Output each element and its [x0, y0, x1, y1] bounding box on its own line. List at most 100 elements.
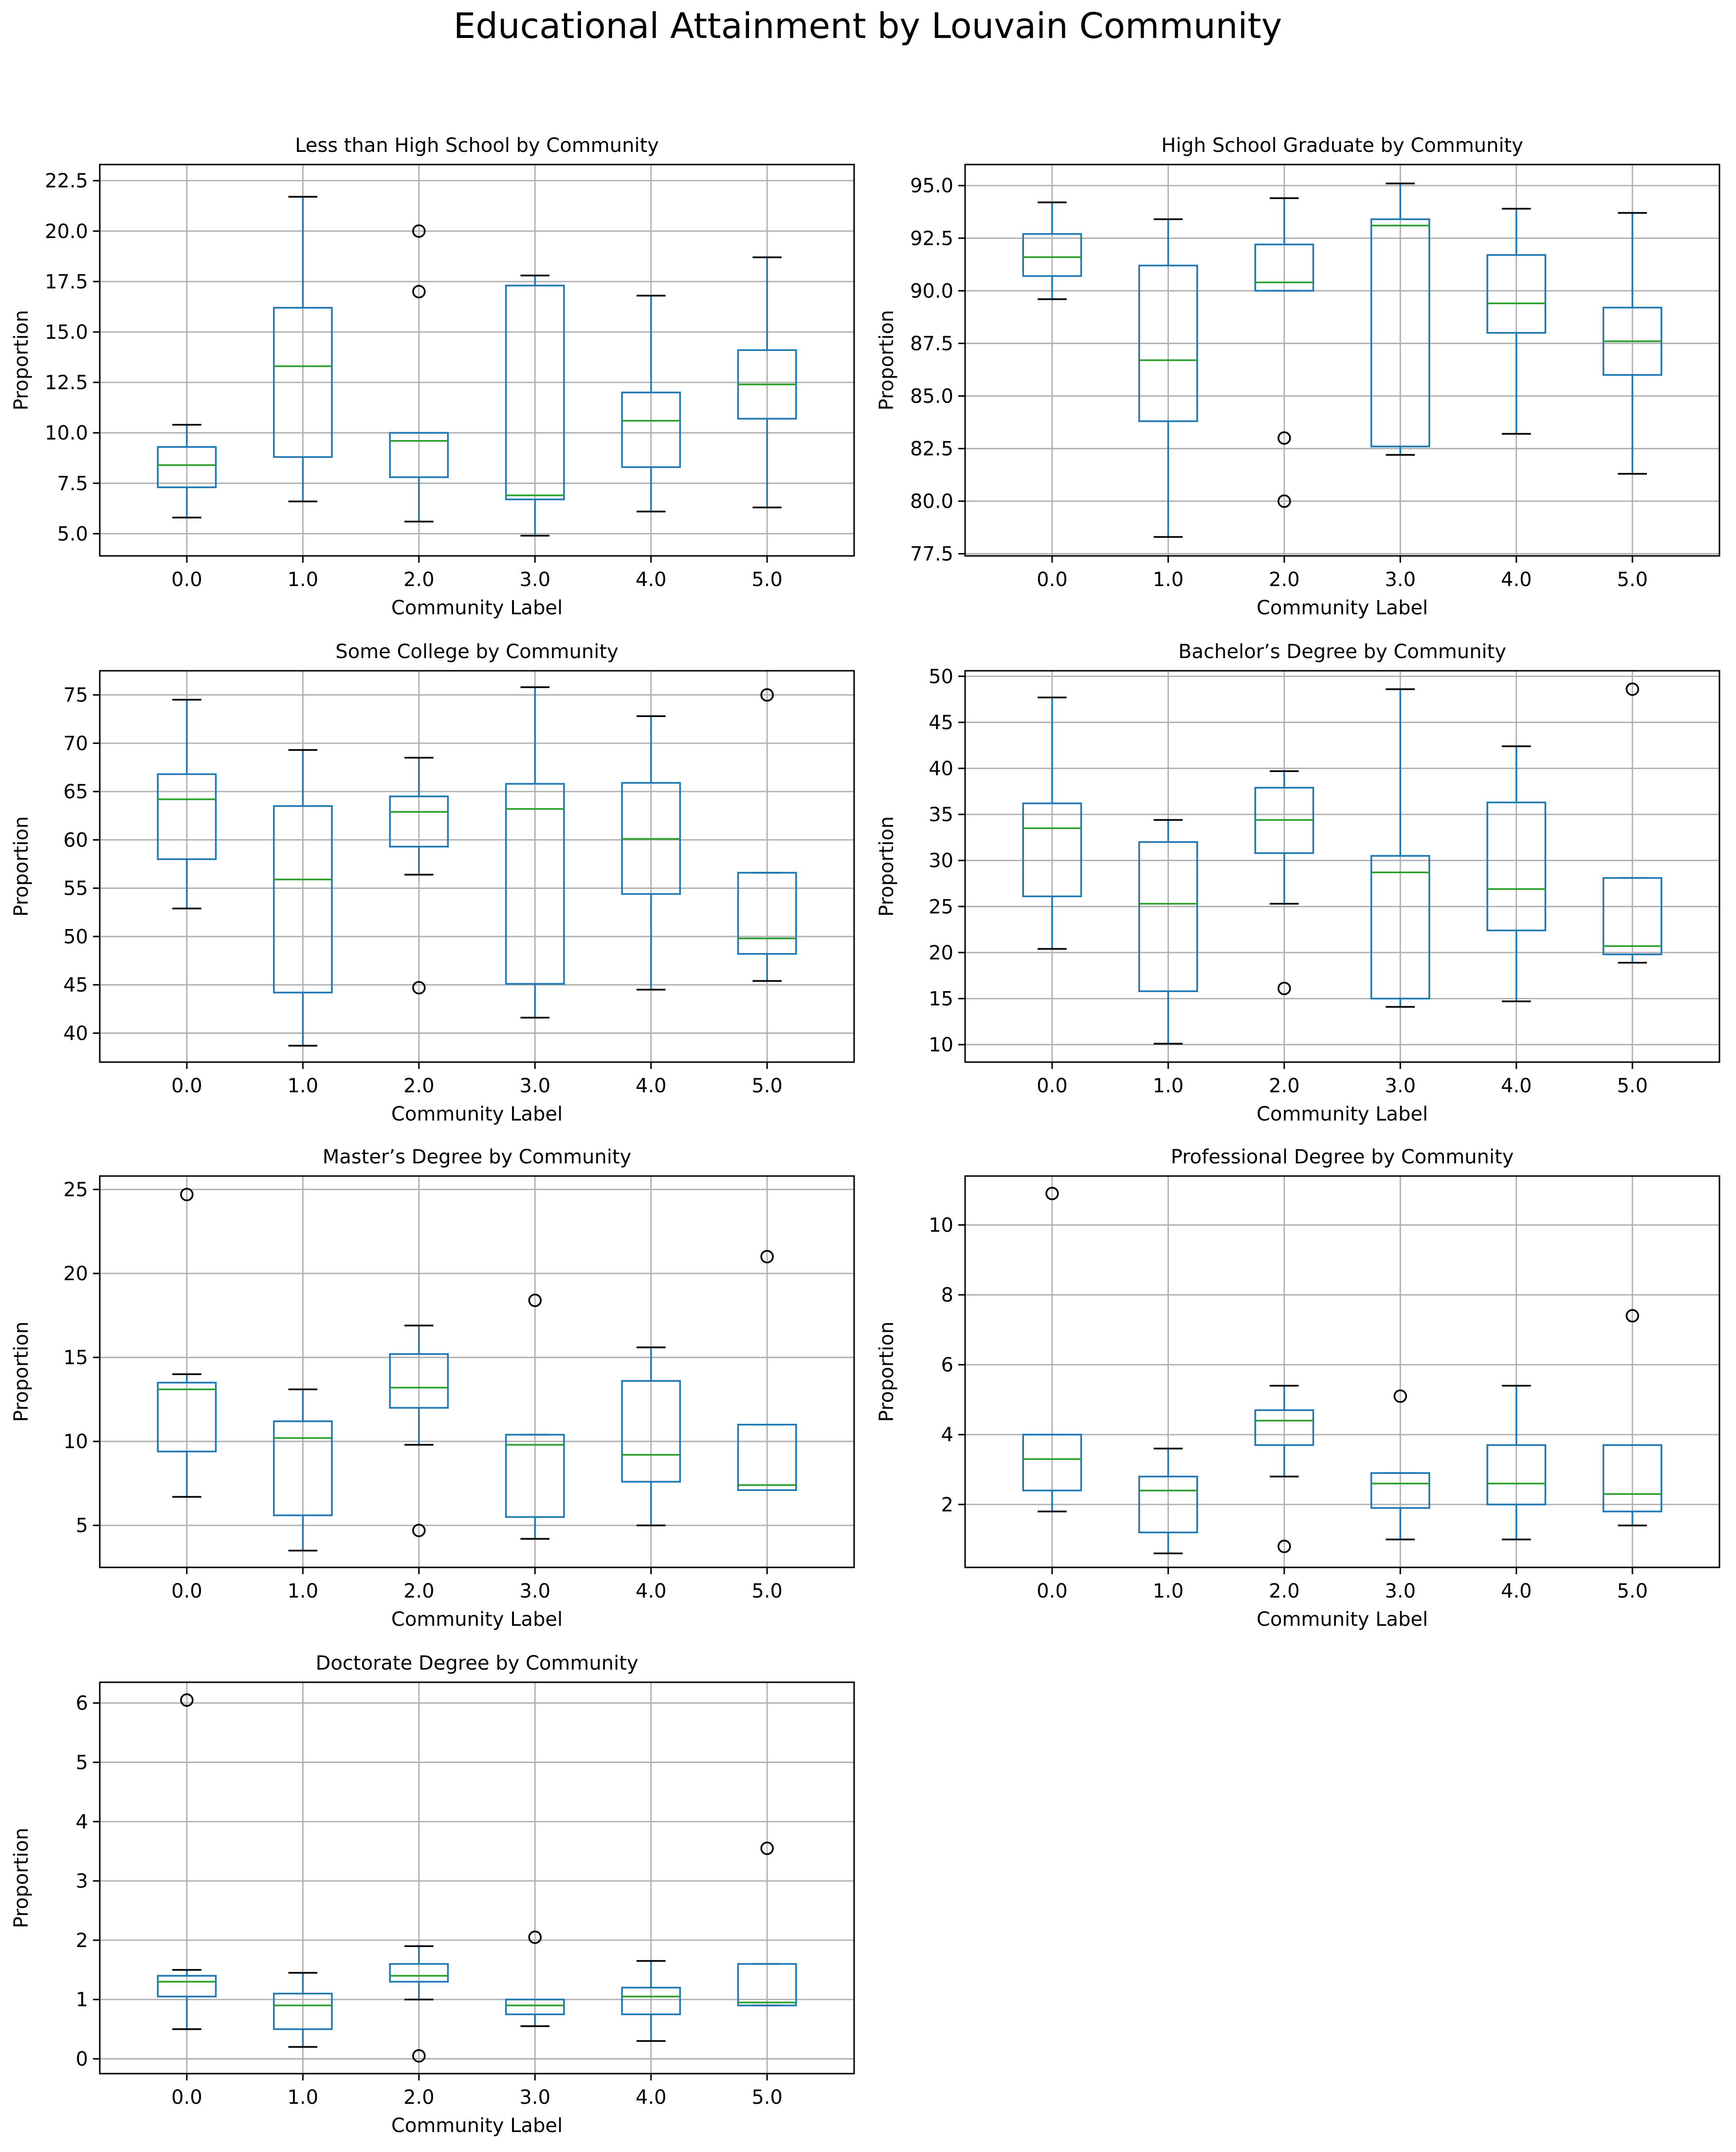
box-iqr [157, 1381, 217, 1453]
x-tick-label: 2.0 [403, 2086, 435, 2109]
outlier-point [1626, 1309, 1639, 1323]
y-tick-label: 2 [76, 1930, 88, 1952]
box-1.0 [1138, 819, 1198, 1045]
box-5.0 [1602, 1309, 1663, 1527]
outlier-point [1626, 682, 1639, 696]
outlier-point [760, 688, 774, 702]
x-axis-label: Community Label [1257, 1608, 1428, 1631]
outlier-point [412, 285, 426, 298]
box-iqr [1486, 801, 1547, 932]
box-iqr [273, 1420, 333, 1516]
box-2.0 [1254, 770, 1315, 995]
x-tick-label: 0.0 [1037, 1580, 1068, 1602]
box-3.0 [505, 275, 565, 537]
box-3.0 [1370, 1389, 1430, 1541]
x-tick-label: 0.0 [171, 1580, 202, 1602]
box-0.0 [1022, 1187, 1082, 1512]
x-tick-label: 3.0 [1385, 1580, 1416, 1602]
x-tick-label: 3.0 [1385, 569, 1416, 591]
box-2.0 [389, 1324, 449, 1537]
x-tick-label: 1.0 [1152, 569, 1184, 591]
box-iqr [389, 432, 449, 478]
box-iqr [1370, 1472, 1430, 1509]
y-tick-label: 75 [63, 684, 88, 707]
box-3.0 [505, 1931, 565, 2027]
x-tick-label: 1.0 [287, 569, 318, 591]
outlier-point [1045, 1187, 1059, 1200]
box-2.0 [1254, 197, 1315, 508]
subplots: 5.07.510.012.515.017.520.022.50.0 1.0 2.0 3… [10, 134, 1720, 2137]
box-iqr [1486, 1444, 1547, 1506]
x-tick-label: 2.0 [1269, 1075, 1300, 1097]
y-tick-label: 65 [63, 781, 88, 803]
y-tick-label: 35 [929, 804, 953, 826]
x-tick-label: 5.0 [751, 2086, 783, 2109]
box-iqr [621, 391, 681, 468]
y-tick-label: 17.5 [45, 271, 88, 293]
box-iqr [1254, 1409, 1315, 1446]
y-tick-label: 6 [941, 1354, 953, 1377]
y-tick-label: 92.5 [910, 227, 953, 250]
box-iqr [1022, 1434, 1082, 1491]
box-2.0 [389, 1945, 449, 2063]
y-axis-label: Proportion [10, 1828, 33, 1928]
box-iqr [1138, 264, 1198, 423]
outlier-point [760, 1841, 774, 1855]
outlier-point [760, 1250, 774, 1264]
box-iqr [157, 1975, 217, 1998]
box-4.0 [621, 715, 681, 991]
y-tick-label: 25 [929, 896, 953, 918]
box-3.0 [505, 1293, 565, 1540]
x-tick-label: 0.0 [1037, 1075, 1068, 1097]
y-axis-label: Proportion [10, 1322, 33, 1422]
x-axis-label: Community Label [1257, 1103, 1428, 1125]
y-tick-label: 15 [929, 988, 953, 1010]
box-0.0 [157, 1188, 217, 1498]
x-tick-label: 4.0 [1501, 1580, 1532, 1602]
x-tick-label: 1.0 [287, 2086, 318, 2109]
y-tick-label: 8 [941, 1284, 953, 1306]
y-tick-label: 5 [76, 1515, 88, 1537]
y-tick-label: 5 [76, 1751, 88, 1774]
y-tick-label: 80.0 [910, 491, 953, 513]
x-tick-label: 0.0 [171, 1075, 202, 1097]
box-iqr [505, 1434, 565, 1518]
x-tick-label: 3.0 [519, 2086, 550, 2109]
box-2.0 [389, 756, 449, 994]
subplot-title: Master’s Degree by Community [323, 1146, 631, 1168]
y-tick-label: 20 [63, 1263, 88, 1285]
box-iqr [1022, 233, 1082, 277]
y-tick-label: 50 [63, 926, 88, 948]
y-axis-label: Proportion [876, 310, 898, 410]
subplot-7: 0 1 2 3 4 5 6 0.0 1.0 2.0 3.0 4.0 5.0 Doctorate Degre… [10, 1652, 855, 2137]
x-axis-label: Community Label [391, 2115, 563, 2137]
x-tick-label: 4.0 [636, 1580, 667, 1602]
box-iqr [273, 307, 333, 458]
box-iqr [621, 1380, 681, 1483]
box-iqr [505, 1998, 565, 2015]
box-iqr [1138, 841, 1198, 993]
axes-frame [99, 670, 855, 1063]
y-tick-label: 0 [76, 2048, 88, 2071]
box-4.0 [621, 294, 681, 513]
y-tick-label: 55 [63, 878, 88, 900]
outlier-point [1278, 1540, 1291, 1553]
box-iqr [1370, 218, 1430, 447]
box-iqr [737, 1963, 797, 2006]
x-tick-label: 0.0 [171, 2086, 202, 2109]
box-0.0 [157, 699, 217, 910]
outlier-point [412, 1524, 426, 1537]
box-iqr [1602, 1444, 1663, 1512]
x-tick-label: 5.0 [751, 569, 783, 591]
box-iqr [157, 446, 217, 488]
outlier-point [1393, 1389, 1407, 1403]
x-tick-label: 5.0 [751, 1580, 783, 1602]
x-tick-label: 2.0 [403, 1580, 435, 1602]
x-tick-label: 4.0 [636, 2086, 667, 2109]
box-0.0 [1022, 202, 1082, 300]
y-tick-label: 45 [63, 974, 88, 996]
box-1.0 [1138, 1448, 1198, 1555]
y-tick-label: 85.0 [910, 385, 953, 407]
y-tick-label: 10 [929, 1214, 953, 1237]
